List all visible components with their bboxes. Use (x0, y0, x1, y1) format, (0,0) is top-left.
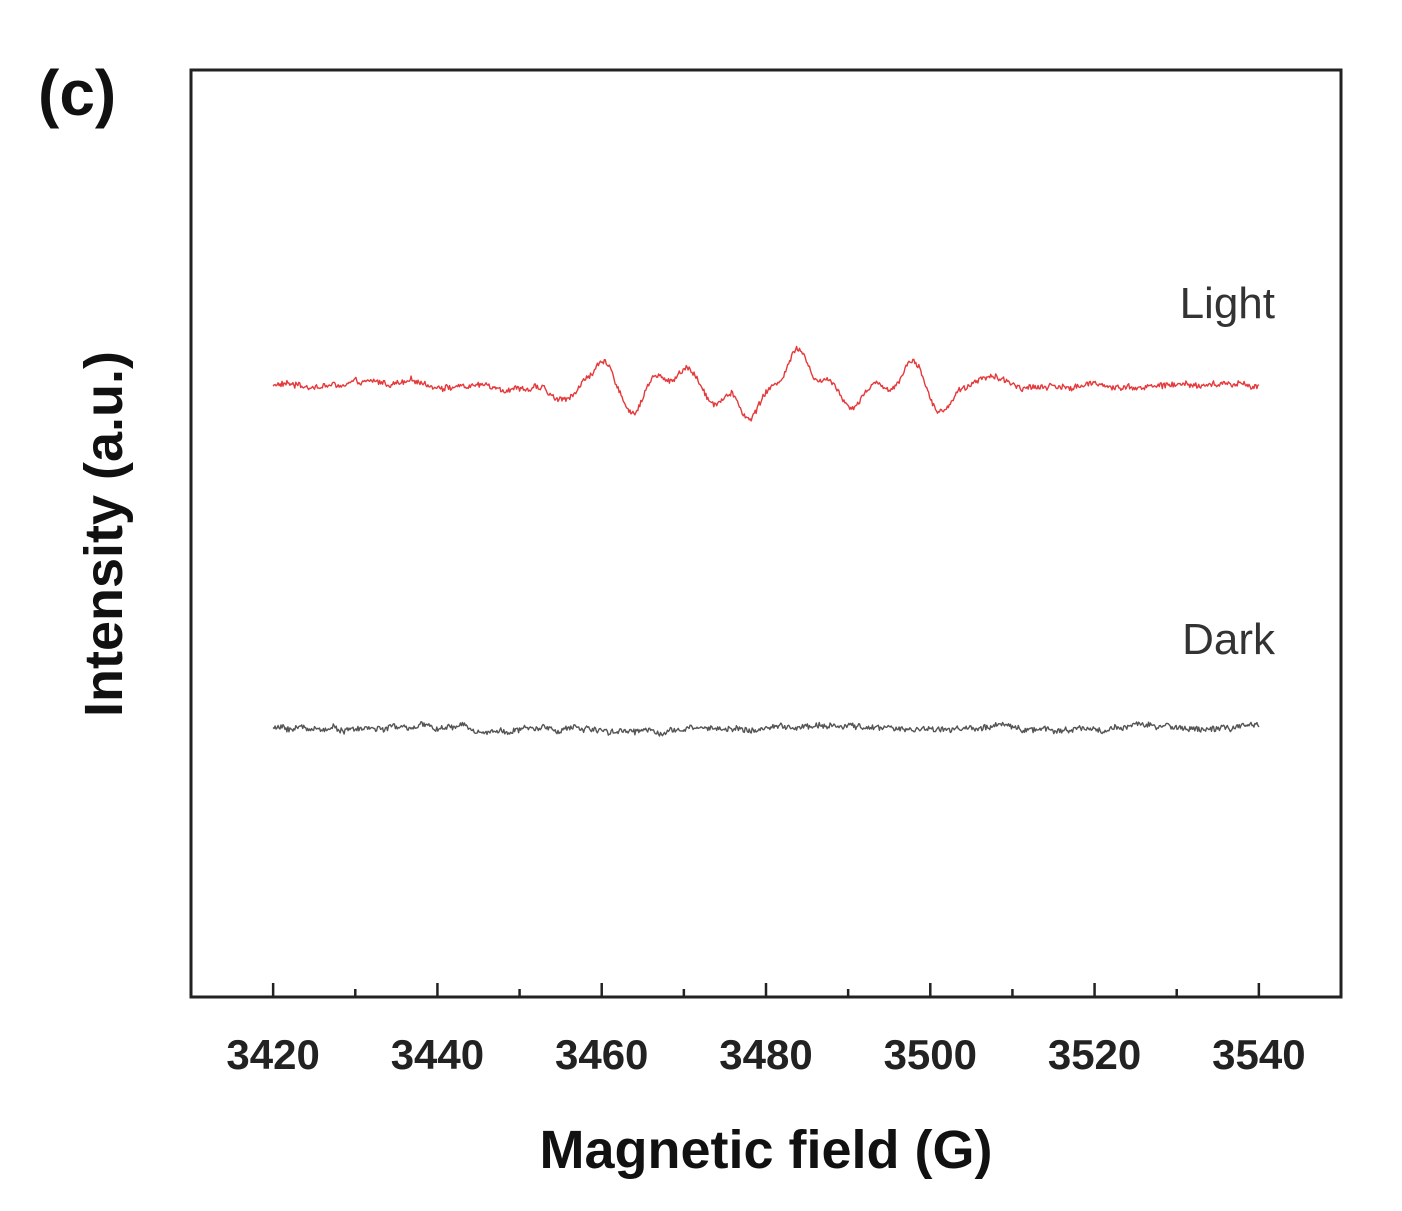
series-labels: Light Dark (1180, 279, 1276, 664)
x-tick-label: 3540 (1212, 1031, 1305, 1078)
x-tick-label: 3500 (884, 1031, 977, 1078)
x-tick-label: 3480 (719, 1031, 812, 1078)
series-lines (272, 345, 1260, 737)
x-axis-tick-labels: 3420 3440 3460 3480 3500 3520 3540 (226, 1031, 1305, 1078)
x-tick-label: 3420 (226, 1031, 319, 1078)
plot-frame (189, 68, 1343, 999)
series-label-dark: Dark (1182, 615, 1276, 664)
x-tick-label: 3520 (1048, 1031, 1141, 1078)
x-tick-label: 3460 (555, 1031, 648, 1078)
x-axis-ticks (189, 983, 1343, 997)
series-label-light: Light (1180, 279, 1275, 328)
series-line-light (272, 345, 1260, 422)
x-axis-title: Magnetic field (G) (539, 1120, 992, 1180)
panel-label: (c) (38, 57, 116, 129)
series-line-dark (272, 721, 1260, 737)
x-tick-label: 3440 (391, 1031, 484, 1078)
y-axis-title: Intensity (a.u.) (74, 351, 134, 717)
